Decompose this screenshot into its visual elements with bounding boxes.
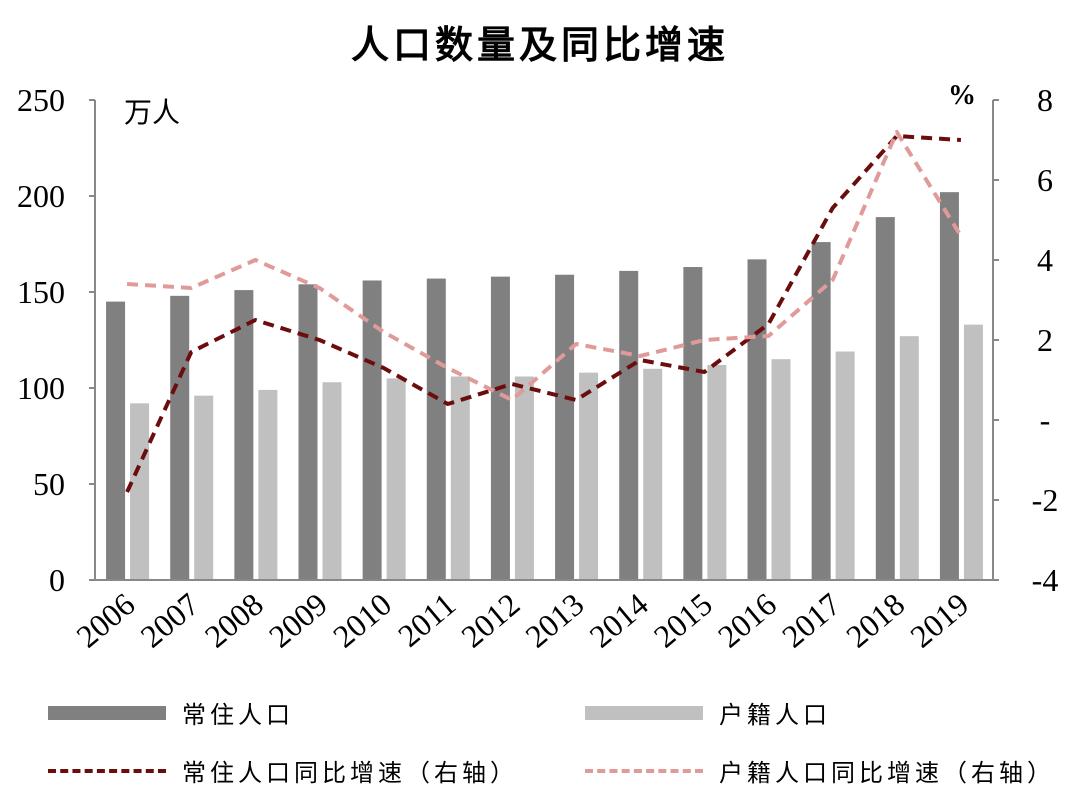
bar-resident-2011 xyxy=(426,278,446,580)
bar-registered-2012 xyxy=(514,376,534,580)
x-tick-label-2012: 2012 xyxy=(454,586,526,655)
legend-label-resident-population: 常住人口 xyxy=(182,701,294,729)
legend-item-resident-population: 常住人口 xyxy=(48,695,294,730)
bar-resident-2009 xyxy=(298,284,318,580)
right-tick-label: -2 xyxy=(1032,482,1059,518)
right-tick-label: 8 xyxy=(1037,82,1053,118)
line-resident-growth xyxy=(125,134,962,493)
x-tick-label-2010: 2010 xyxy=(326,586,398,655)
chart: 人口数量及同比增速 万人 % 050100150200250-4-2-24682… xyxy=(17,23,1059,655)
x-tick-label-2016: 2016 xyxy=(711,586,783,655)
x-tick-label-2019: 2019 xyxy=(903,586,975,655)
bar-registered-2018 xyxy=(899,336,919,580)
legend-label-registered-growth: 户籍人口同比增速（右轴） xyxy=(719,759,1055,787)
line-registered-growth xyxy=(126,130,963,402)
bar-resident-2015 xyxy=(683,267,703,580)
legend-swatch-resident-population xyxy=(48,705,166,720)
legend-line-resident-growth xyxy=(48,768,166,773)
bar-registered-2015 xyxy=(707,364,727,580)
bar-resident-2017 xyxy=(811,242,831,580)
legend: 常住人口 户籍人口 常住人口同比增速（右轴） 户籍人口同比增速（右轴） xyxy=(0,680,1080,800)
bar-resident-2018 xyxy=(875,217,895,580)
legend-item-registered-population: 户籍人口 xyxy=(585,695,831,730)
bar-registered-2019 xyxy=(963,324,983,580)
bar-resident-2012 xyxy=(490,276,510,580)
left-tick-label: 150 xyxy=(17,274,65,310)
right-tick-label: 2 xyxy=(1037,322,1053,358)
x-tick-label-2009: 2009 xyxy=(262,586,334,655)
right-tick-label: -4 xyxy=(1032,562,1059,598)
right-axis-unit: % xyxy=(948,80,976,111)
bar-registered-2007 xyxy=(194,395,214,580)
bar-resident-2013 xyxy=(555,274,575,580)
bar-resident-2010 xyxy=(362,280,382,580)
left-tick-label: 100 xyxy=(17,370,65,406)
bar-registered-2006 xyxy=(130,403,150,580)
bar-resident-2016 xyxy=(747,259,767,580)
bar-registered-2013 xyxy=(579,372,599,580)
bar-resident-2014 xyxy=(619,270,639,580)
x-tick-label-2006: 2006 xyxy=(69,586,141,655)
bar-resident-2019 xyxy=(939,192,959,580)
x-tick-label-2007: 2007 xyxy=(134,586,206,655)
chart-title: 人口数量及同比增速 xyxy=(351,23,729,67)
bar-registered-2016 xyxy=(771,359,791,580)
left-tick-label: 200 xyxy=(17,178,65,214)
x-tick-label-2018: 2018 xyxy=(839,586,911,655)
x-tick-label-2013: 2013 xyxy=(518,586,590,655)
bar-resident-2006 xyxy=(106,301,126,580)
legend-swatch-registered-population xyxy=(585,705,703,720)
right-tick-label: 6 xyxy=(1037,162,1053,198)
bar-registered-2010 xyxy=(386,378,406,580)
bar-resident-2008 xyxy=(234,290,254,580)
x-tick-label-2011: 2011 xyxy=(391,586,462,654)
right-tick-label: 4 xyxy=(1037,242,1053,278)
bar-registered-2008 xyxy=(258,389,278,580)
left-tick-label: 0 xyxy=(49,562,65,598)
legend-label-registered-population: 户籍人口 xyxy=(719,701,831,729)
left-tick-label: 250 xyxy=(17,82,65,118)
bar-registered-2017 xyxy=(835,351,855,580)
x-tick-label-2008: 2008 xyxy=(198,586,270,655)
bar-registered-2014 xyxy=(643,368,663,580)
bar-registered-2009 xyxy=(322,382,342,580)
x-tick-label-2014: 2014 xyxy=(583,586,655,655)
bar-registered-2011 xyxy=(450,376,470,580)
right-tick-label: - xyxy=(1040,402,1051,438)
legend-label-resident-growth: 常住人口同比增速（右轴） xyxy=(182,759,518,787)
left-axis-unit: 万人 xyxy=(124,96,180,129)
bar-resident-2007 xyxy=(170,295,190,580)
legend-line-registered-growth xyxy=(585,768,703,773)
x-tick-label-2017: 2017 xyxy=(775,586,847,655)
legend-item-resident-growth: 常住人口同比增速（右轴） xyxy=(48,753,518,788)
left-tick-label: 50 xyxy=(33,466,65,502)
legend-item-registered-growth: 户籍人口同比增速（右轴） xyxy=(585,753,1055,788)
x-tick-label-2015: 2015 xyxy=(647,586,719,655)
